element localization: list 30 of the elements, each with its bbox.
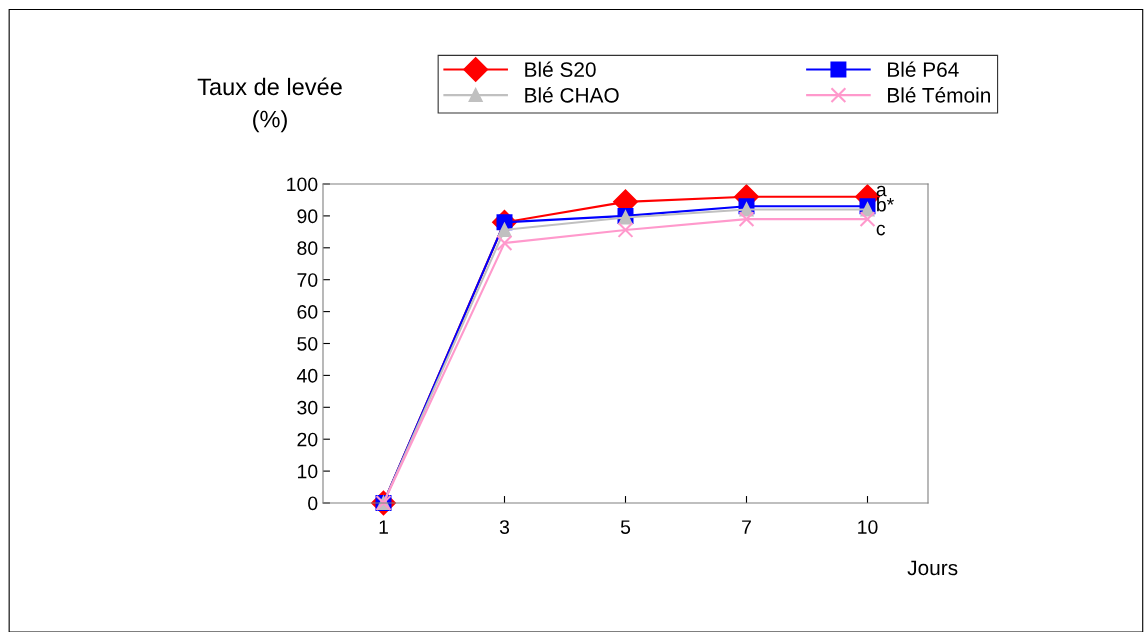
y-tick-label: 20	[297, 432, 318, 447]
y-tick-label: 60	[297, 305, 318, 319]
legend-label: Blé Témoin	[888, 87, 990, 103]
y-tick-label: 50	[297, 336, 318, 351]
x-tick-label: 1	[379, 520, 388, 534]
y-tick-label: 100	[287, 177, 318, 192]
x-tick-label: 3	[499, 520, 510, 534]
x-axis-title: Jours	[907, 560, 958, 576]
annotation: c	[876, 224, 886, 236]
y-tick-label: 30	[297, 400, 318, 415]
x-tick-label: 7	[742, 520, 751, 534]
point	[738, 211, 755, 228]
point	[497, 222, 512, 237]
y-tick-label: 70	[297, 273, 318, 287]
point	[617, 221, 634, 238]
annotation: b*	[877, 197, 894, 212]
legend-label: Blé P64	[888, 61, 959, 77]
y-tick-label: 80	[297, 241, 318, 256]
point	[859, 211, 876, 228]
y-tick-label: 10	[298, 464, 318, 479]
x-tick-label: 5	[620, 520, 631, 534]
y-tick-label: 40	[296, 368, 318, 383]
x-tick-label: 10	[858, 520, 878, 534]
y-tick-label: 0	[308, 496, 318, 511]
point	[496, 235, 513, 251]
legend-label: Blé S20	[525, 61, 596, 77]
annotation: a	[876, 185, 887, 197]
legend-label: Blé CHAO	[525, 87, 619, 103]
y-axis-title: Taux de levée (%)	[197, 77, 342, 133]
y-tick-label: 90	[297, 209, 318, 224]
